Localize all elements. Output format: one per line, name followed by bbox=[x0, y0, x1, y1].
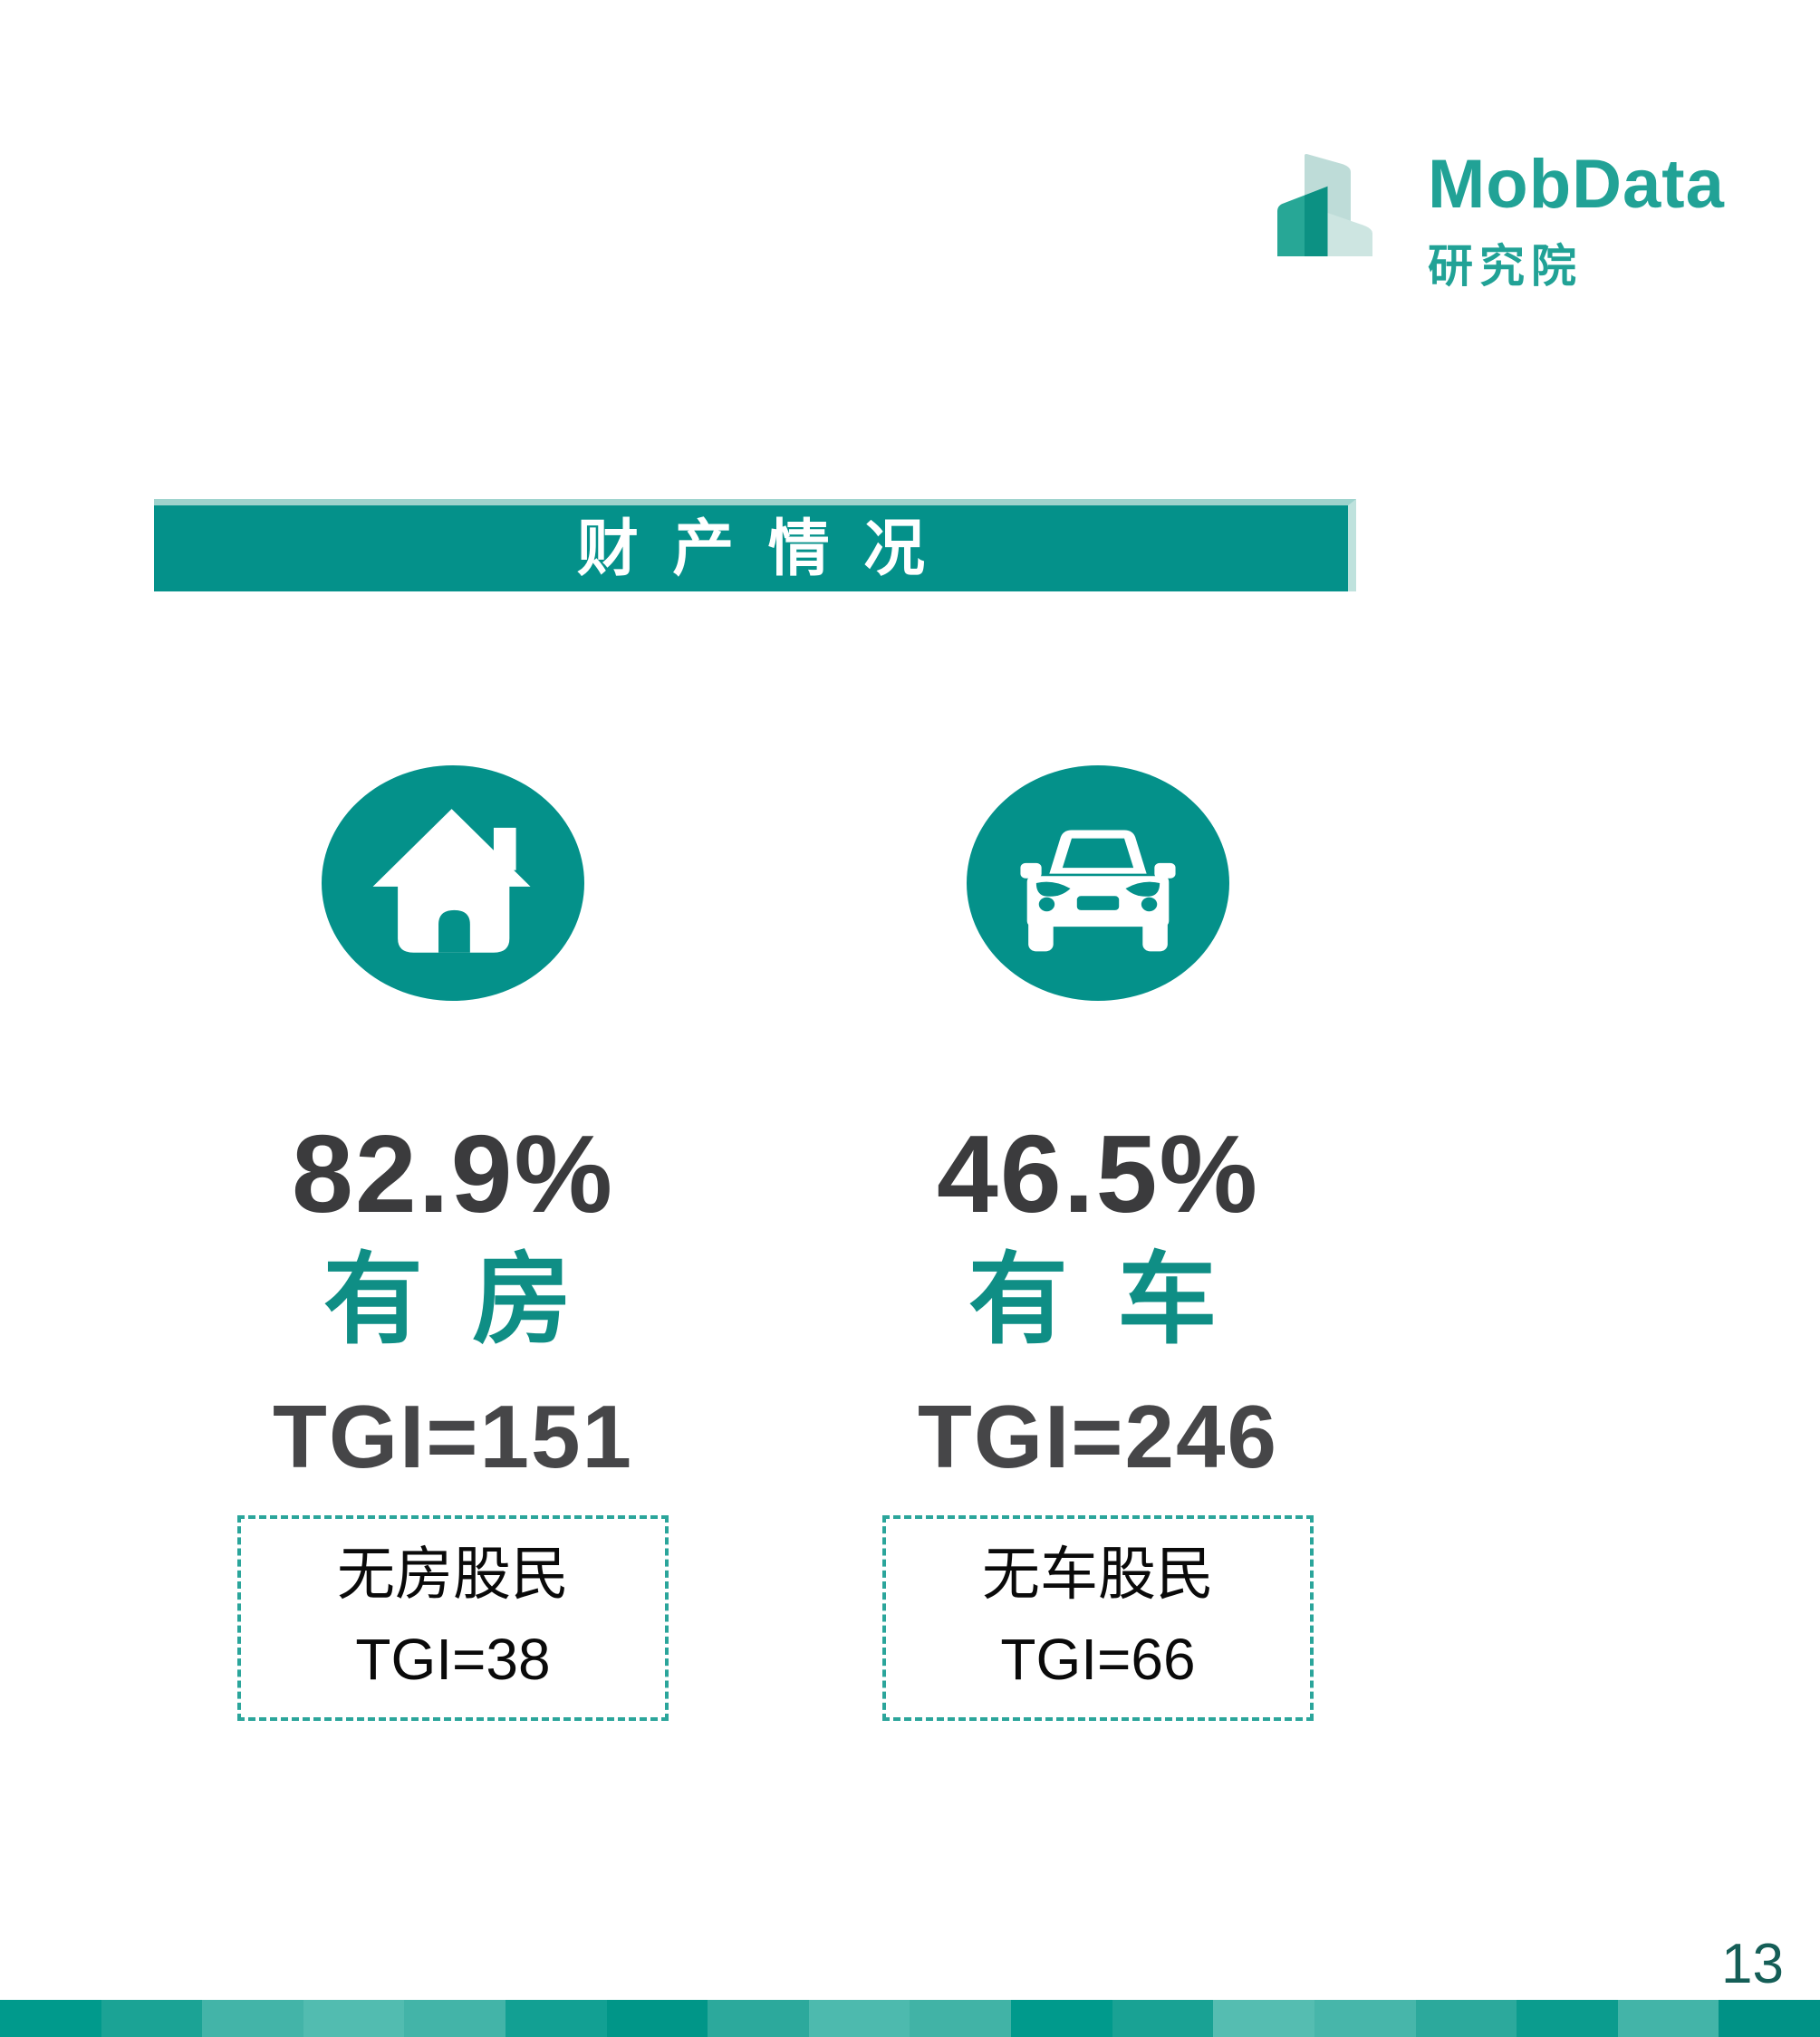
footer-segment bbox=[606, 2000, 708, 2037]
section-title-banner: 财产情况 bbox=[154, 499, 1356, 591]
car-tgi: TGI=246 bbox=[917, 1387, 1279, 1486]
house-tgi: TGI=151 bbox=[272, 1387, 634, 1486]
stat-column-house: 82.9% 有 房 TGI=151 无房股民 TGI=38 bbox=[156, 765, 750, 1721]
footer-segment bbox=[1314, 2000, 1416, 2037]
footer-segment bbox=[101, 2000, 203, 2037]
footer-segment bbox=[1415, 2000, 1517, 2037]
stat-column-car: 46.5% 有 车 TGI=246 无车股民 TGI=66 bbox=[801, 765, 1395, 1721]
footer-mosaic-bar bbox=[0, 2000, 1820, 2037]
car-box-label: 无车股民 bbox=[982, 1542, 1214, 1607]
house-comparison-box: 无房股民 TGI=38 bbox=[237, 1515, 669, 1721]
footer-segment bbox=[506, 2000, 607, 2037]
house-icon bbox=[372, 809, 531, 953]
mobdata-logo: MobData 研究院 bbox=[1266, 143, 1725, 295]
logo-subtitle: 研究院 bbox=[1428, 241, 1583, 293]
footer-segment bbox=[1112, 2000, 1214, 2037]
footer-segment bbox=[1213, 2000, 1314, 2037]
footer-segment bbox=[1617, 2000, 1719, 2037]
mobdata-logo-icon bbox=[1277, 154, 1372, 256]
car-icon bbox=[1020, 830, 1176, 952]
section-title: 财产情况 bbox=[576, 514, 959, 583]
footer-segment bbox=[0, 2000, 101, 2037]
footer-segment bbox=[202, 2000, 303, 2037]
car-percent: 46.5% bbox=[937, 1112, 1259, 1235]
house-icon-circle bbox=[322, 765, 584, 1001]
footer-segment bbox=[1517, 2000, 1618, 2037]
car-comparison-box: 无车股民 TGI=66 bbox=[882, 1515, 1314, 1721]
logo-brand-name: MobData bbox=[1428, 146, 1725, 223]
footer-segment bbox=[808, 2000, 910, 2037]
page-number: 13 bbox=[1721, 1933, 1784, 1995]
house-label: 有 房 bbox=[323, 1244, 583, 1356]
footer-segment bbox=[910, 2000, 1012, 2037]
footer-segment bbox=[1719, 2000, 1820, 2037]
logo-text-block: MobData 研究院 bbox=[1428, 146, 1725, 295]
car-label: 有 车 bbox=[968, 1244, 1228, 1356]
footer-segment bbox=[404, 2000, 506, 2037]
house-box-label: 无房股民 bbox=[337, 1542, 569, 1607]
car-box-tgi: TGI=66 bbox=[1000, 1627, 1196, 1693]
house-percent: 82.9% bbox=[292, 1112, 614, 1235]
house-box-tgi: TGI=38 bbox=[355, 1627, 551, 1693]
car-icon-circle bbox=[967, 765, 1229, 1001]
footer-segment bbox=[1011, 2000, 1112, 2037]
footer-segment bbox=[708, 2000, 809, 2037]
footer-segment bbox=[303, 2000, 405, 2037]
